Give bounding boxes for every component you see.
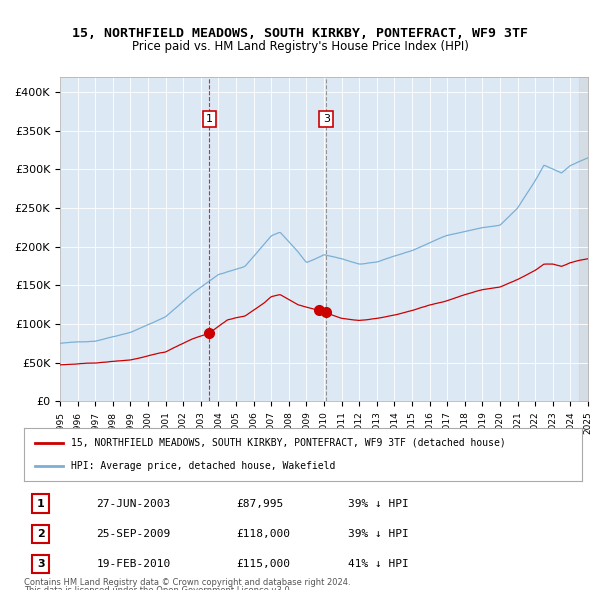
Text: 2: 2 — [37, 529, 44, 539]
Text: HPI: Average price, detached house, Wakefield: HPI: Average price, detached house, Wake… — [71, 461, 336, 471]
Text: 19-FEB-2010: 19-FEB-2010 — [97, 559, 171, 569]
Text: 1: 1 — [37, 499, 44, 509]
Text: £118,000: £118,000 — [236, 529, 290, 539]
Text: 39% ↓ HPI: 39% ↓ HPI — [347, 529, 409, 539]
Text: 1: 1 — [206, 114, 213, 124]
Text: Contains HM Land Registry data © Crown copyright and database right 2024.: Contains HM Land Registry data © Crown c… — [24, 578, 350, 587]
Text: Price paid vs. HM Land Registry's House Price Index (HPI): Price paid vs. HM Land Registry's House … — [131, 40, 469, 53]
Text: 27-JUN-2003: 27-JUN-2003 — [97, 499, 171, 509]
Text: 39% ↓ HPI: 39% ↓ HPI — [347, 499, 409, 509]
Text: 3: 3 — [323, 114, 330, 124]
Text: This data is licensed under the Open Government Licence v3.0.: This data is licensed under the Open Gov… — [24, 586, 292, 590]
Text: 25-SEP-2009: 25-SEP-2009 — [97, 529, 171, 539]
Text: 41% ↓ HPI: 41% ↓ HPI — [347, 559, 409, 569]
Text: 3: 3 — [37, 559, 44, 569]
Text: £115,000: £115,000 — [236, 559, 290, 569]
Text: 15, NORTHFIELD MEADOWS, SOUTH KIRKBY, PONTEFRACT, WF9 3TF: 15, NORTHFIELD MEADOWS, SOUTH KIRKBY, PO… — [72, 27, 528, 40]
Text: 15, NORTHFIELD MEADOWS, SOUTH KIRKBY, PONTEFRACT, WF9 3TF (detached house): 15, NORTHFIELD MEADOWS, SOUTH KIRKBY, PO… — [71, 438, 506, 448]
Text: £87,995: £87,995 — [236, 499, 283, 509]
